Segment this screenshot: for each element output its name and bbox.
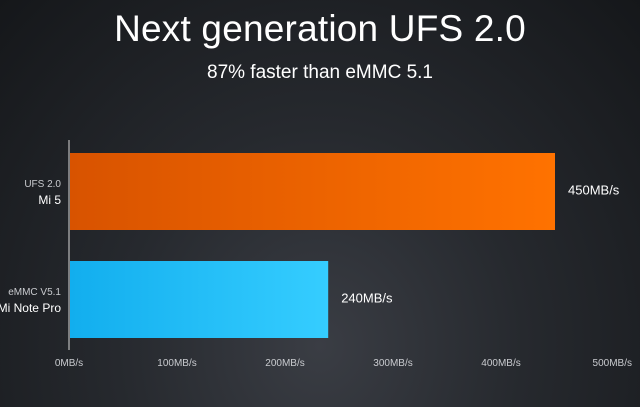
category-label-0-line1: UFS 2.0 [24, 179, 61, 190]
x-tick-label-5: 500MB/s [593, 358, 632, 369]
slide-title: Next generation UFS 2.0 [114, 8, 526, 49]
x-tick-label-4: 400MB/s [481, 358, 520, 369]
bars-layer [70, 153, 555, 338]
value-label-1: 240MB/s [341, 290, 393, 305]
category-label-1-line2: Mi Note Pro [0, 301, 61, 315]
category-label-0-line2: Mi 5 [38, 193, 61, 207]
labels-layer: 450MB/s UFS 2.0 Mi 5 240MB/s eMMC V5.1 Mi Not… [0, 179, 620, 315]
x-tick-label-3: 300MB/s [373, 358, 412, 369]
x-tick-label-1: 100MB/s [157, 358, 196, 369]
bar-0 [70, 153, 555, 230]
value-label-0: 450MB/s [568, 182, 620, 197]
x-tick-label-2: 200MB/s [265, 358, 304, 369]
category-label-1-line1: eMMC V5.1 [8, 287, 61, 298]
x-axis-ticks: 0MB/s 100MB/s 200MB/s 300MB/s 400MB/s 500MB/s [55, 358, 632, 369]
slide-subtitle: 87% faster than eMMC 5.1 [207, 62, 433, 83]
x-tick-label-0: 0MB/s [55, 358, 83, 369]
bar-1 [70, 261, 329, 338]
